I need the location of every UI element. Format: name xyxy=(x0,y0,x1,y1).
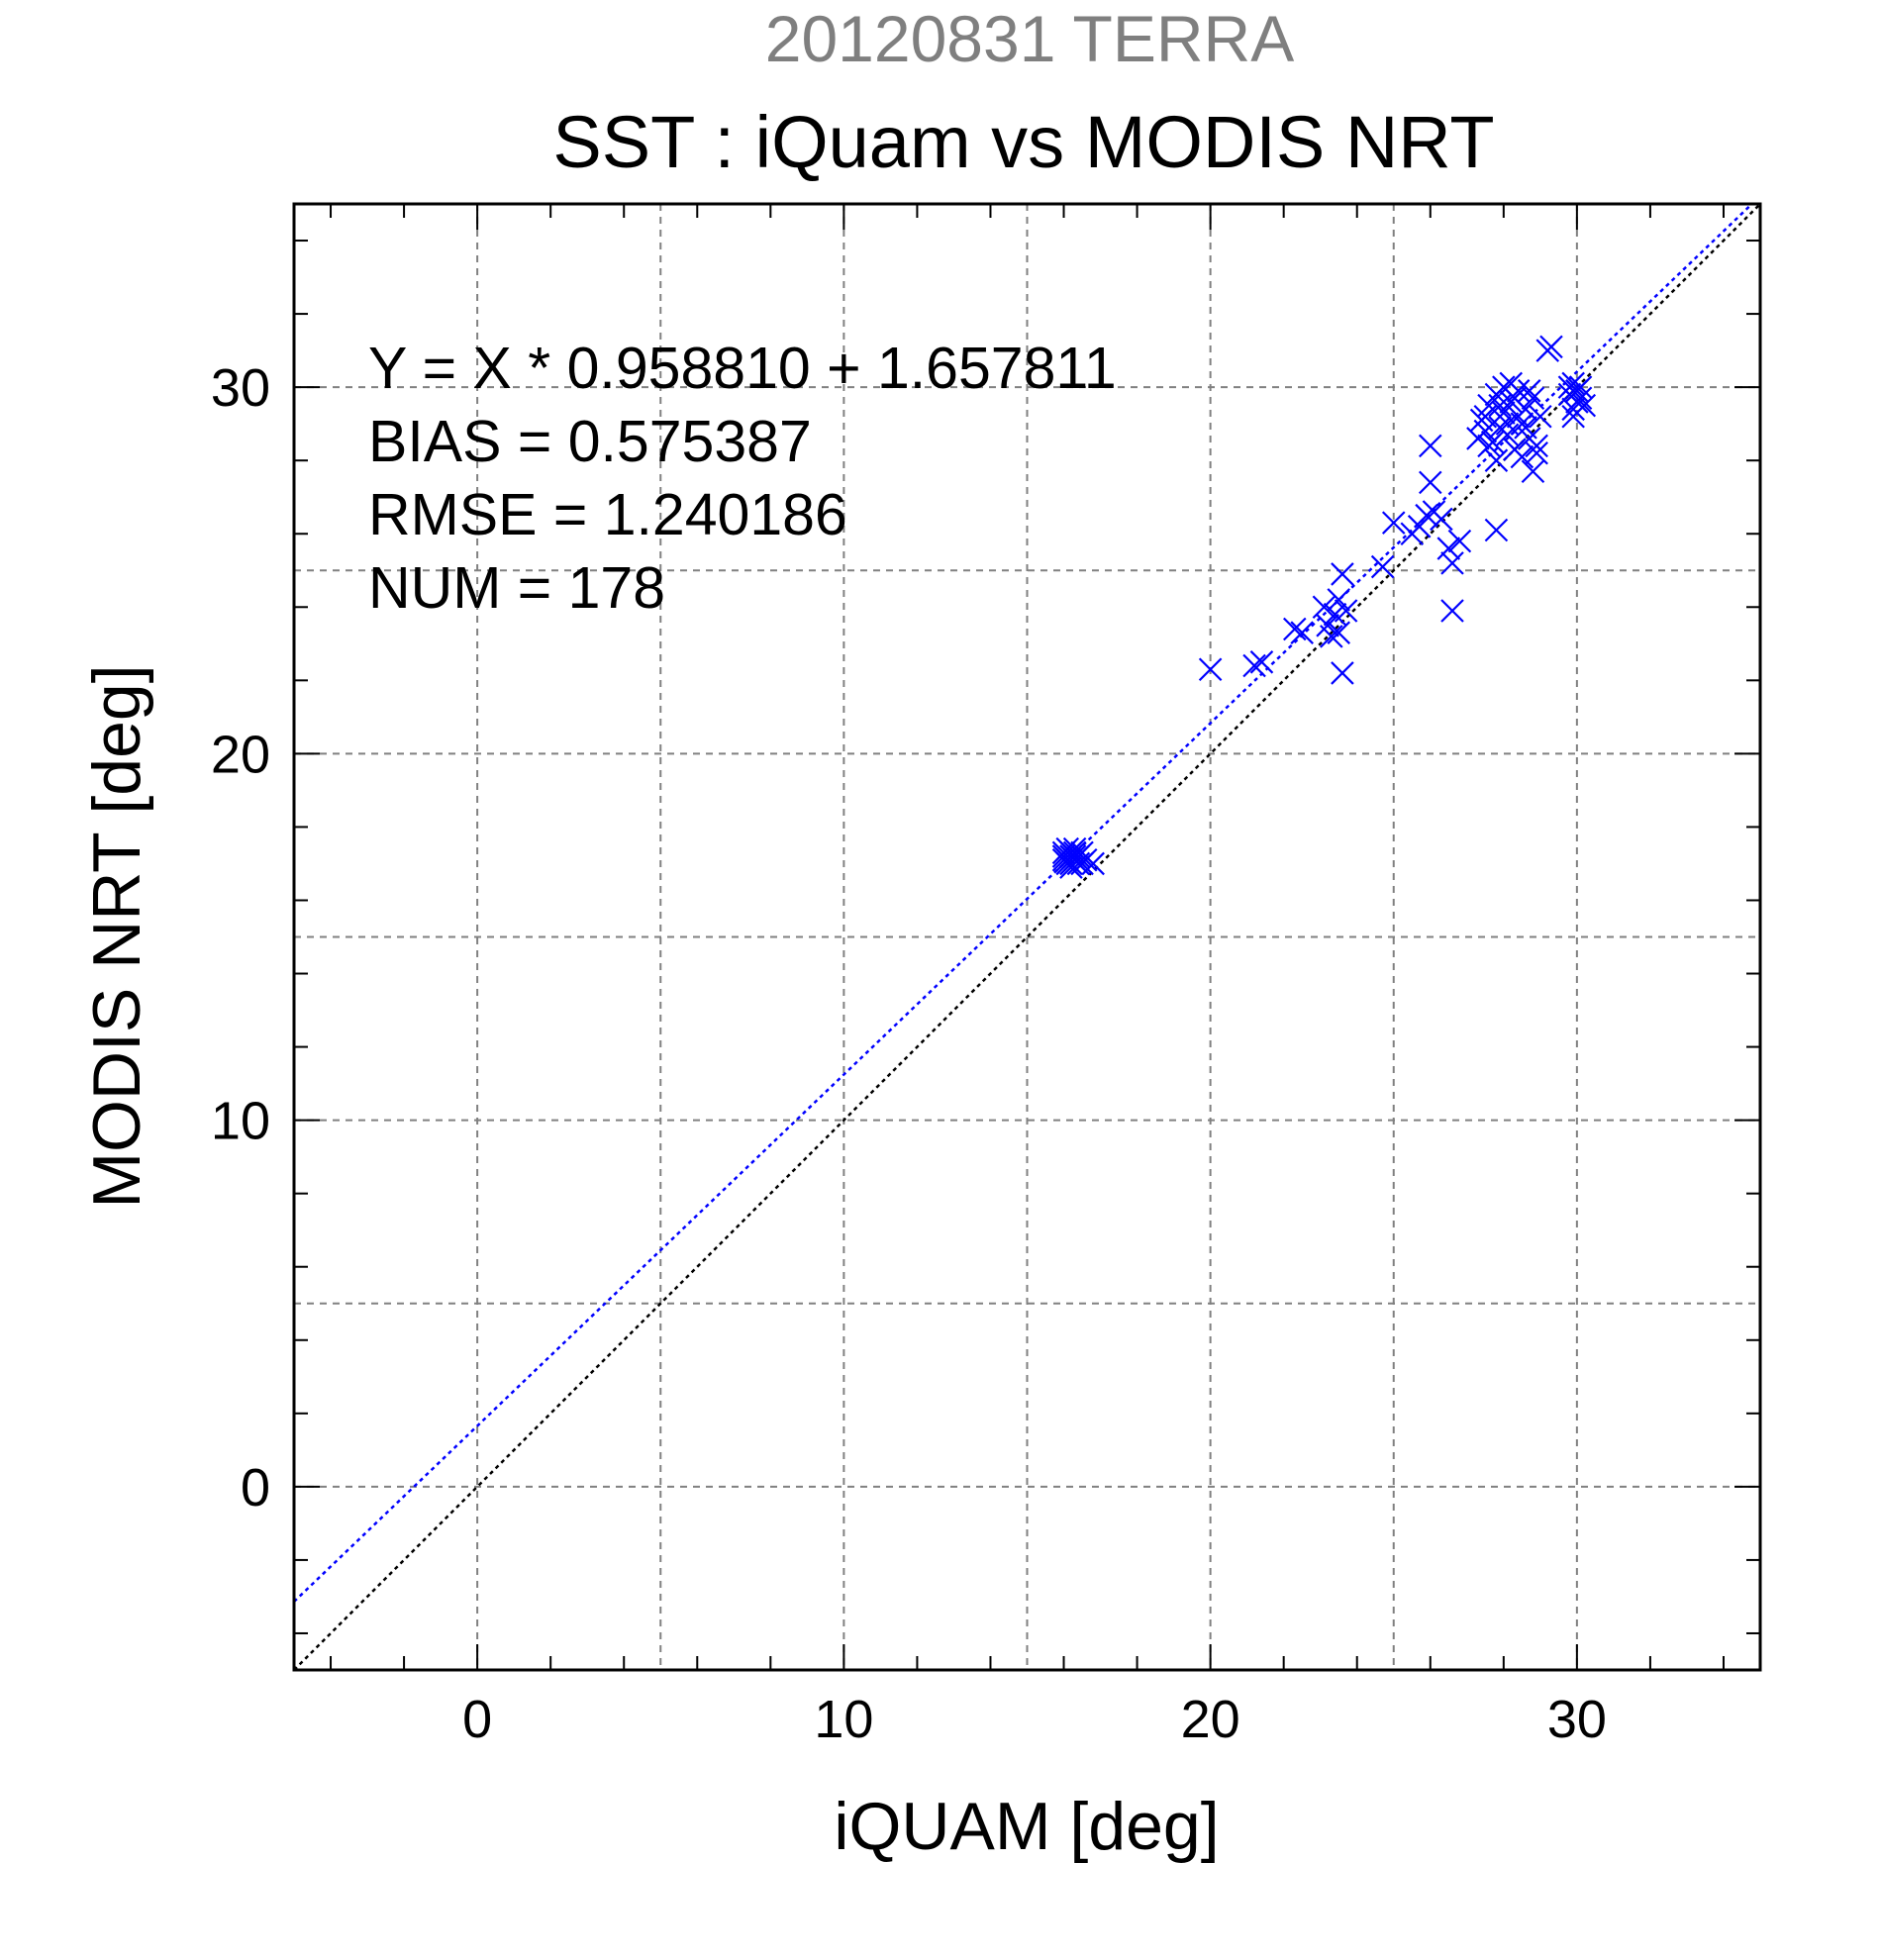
data-point xyxy=(1529,404,1552,429)
data-point xyxy=(1440,551,1464,575)
data-point xyxy=(1488,393,1512,418)
data-point xyxy=(1495,423,1520,447)
chart-title: 20120831 TERRA xyxy=(765,2,1294,75)
stats-box: Y = X * 0.958810 + 1.657811 BIAS = 0.575… xyxy=(368,336,1117,621)
data-point xyxy=(1440,599,1464,623)
data-point xyxy=(1415,503,1438,528)
data-point xyxy=(1561,397,1585,422)
y-tick-label: 30 xyxy=(211,358,270,418)
bias-stat: BIAS = 0.575387 xyxy=(368,409,812,474)
data-point xyxy=(1283,617,1307,641)
data-point xyxy=(1503,386,1527,411)
data-point xyxy=(1327,621,1350,644)
data-point xyxy=(1242,653,1266,678)
y-tick-label: 10 xyxy=(211,1092,270,1151)
data-point xyxy=(1418,470,1442,495)
plot-frame xyxy=(292,202,1762,1672)
data-point xyxy=(1521,459,1545,484)
data-point xyxy=(1320,625,1343,648)
data-point xyxy=(1525,434,1548,458)
tick-labels: 0 10 20 30 0 10 20 30 xyxy=(211,358,1607,1749)
data-point xyxy=(1521,386,1545,411)
data-points xyxy=(1051,335,1597,879)
data-point xyxy=(1510,444,1534,469)
x-tick-label: 10 xyxy=(814,1690,873,1749)
data-point xyxy=(1062,844,1087,868)
data-point xyxy=(1484,448,1509,472)
chart-subtitle: SST : iQuam vs MODIS NRT xyxy=(552,101,1494,183)
data-point xyxy=(1499,371,1524,396)
data-point xyxy=(1436,537,1461,560)
data-point xyxy=(1473,404,1498,429)
data-point xyxy=(1525,441,1548,465)
regression-equation: Y = X * 0.958810 + 1.657811 xyxy=(368,336,1117,401)
data-point xyxy=(1312,595,1336,620)
data-point xyxy=(1495,412,1520,436)
data-point xyxy=(1539,335,1563,359)
minor-ticks xyxy=(294,204,1760,1670)
data-point xyxy=(1477,434,1501,458)
data-point xyxy=(1484,518,1509,542)
x-tick-label: 0 xyxy=(462,1690,492,1749)
data-point xyxy=(1517,379,1541,403)
data-point xyxy=(1381,511,1406,535)
data-point xyxy=(1418,434,1442,458)
data-point xyxy=(1334,599,1358,623)
data-point xyxy=(1430,507,1453,532)
data-point xyxy=(1290,621,1314,644)
data-point xyxy=(1514,416,1537,440)
data-point xyxy=(1568,386,1593,411)
data-point xyxy=(1506,404,1531,429)
data-point xyxy=(1059,851,1083,876)
data-point xyxy=(1370,554,1395,579)
num-stat: NUM = 178 xyxy=(368,555,665,621)
data-point xyxy=(1081,851,1105,876)
y-tick-label: 20 xyxy=(211,725,270,784)
data-point xyxy=(1198,657,1223,681)
data-point xyxy=(1331,661,1354,685)
x-tick-label: 20 xyxy=(1181,1690,1240,1749)
data-point xyxy=(1331,562,1354,586)
data-point xyxy=(1447,529,1472,553)
y-axis-label: MODIS NRT [deg] xyxy=(79,664,154,1208)
rmse-stat: RMSE = 1.240186 xyxy=(368,482,847,547)
data-point xyxy=(1565,379,1589,403)
y-tick-label: 0 xyxy=(241,1458,270,1518)
x-tick-label: 30 xyxy=(1547,1690,1607,1749)
data-point xyxy=(1249,650,1274,674)
x-axis-label: iQUAM [deg] xyxy=(834,1789,1219,1864)
data-point xyxy=(1327,588,1350,612)
